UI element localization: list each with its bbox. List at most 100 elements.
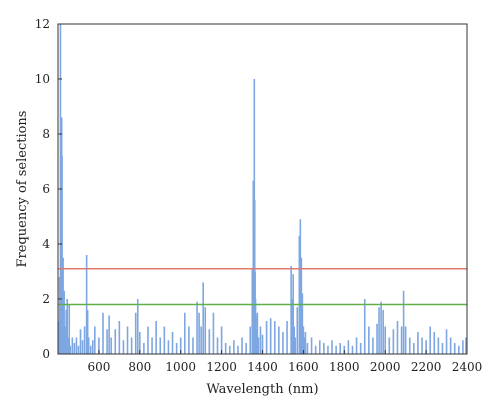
bar bbox=[143, 343, 145, 354]
bar bbox=[293, 326, 295, 354]
bar bbox=[462, 340, 464, 354]
y-axis-title: Frequency of selections bbox=[15, 111, 30, 268]
bar bbox=[106, 329, 108, 354]
x-tick-label: 2200 bbox=[411, 360, 442, 374]
bar bbox=[417, 332, 419, 354]
bar bbox=[441, 343, 444, 354]
bar bbox=[343, 345, 346, 354]
y-tick-label: 2 bbox=[42, 292, 50, 306]
bar bbox=[228, 345, 231, 354]
bar bbox=[318, 340, 321, 354]
bar bbox=[251, 268, 254, 354]
bar bbox=[259, 326, 262, 354]
bar bbox=[291, 299, 293, 354]
bar bbox=[363, 299, 366, 354]
bar bbox=[400, 326, 403, 354]
bar bbox=[71, 337, 74, 354]
bar bbox=[449, 337, 452, 354]
bar bbox=[198, 312, 200, 354]
x-tick-label: 1000 bbox=[165, 360, 196, 374]
bar bbox=[139, 332, 141, 354]
y-tick-label: 12 bbox=[35, 17, 50, 31]
bar bbox=[65, 310, 67, 354]
bar bbox=[118, 321, 121, 354]
bar bbox=[294, 337, 297, 354]
bar bbox=[155, 321, 157, 354]
bar bbox=[249, 326, 252, 354]
bar bbox=[134, 312, 137, 354]
bar bbox=[245, 343, 247, 354]
bar bbox=[114, 329, 117, 354]
bar bbox=[396, 321, 399, 354]
bar bbox=[102, 312, 104, 354]
bar bbox=[167, 340, 170, 354]
bar bbox=[86, 310, 89, 354]
bar bbox=[269, 318, 272, 354]
bar bbox=[81, 340, 84, 354]
bar bbox=[110, 337, 112, 354]
bar bbox=[75, 337, 78, 354]
x-tick-label: 1800 bbox=[329, 360, 360, 374]
bar bbox=[465, 337, 467, 354]
x-tick-label: 600 bbox=[87, 360, 110, 374]
bar bbox=[314, 345, 317, 354]
bar bbox=[220, 326, 223, 354]
y-tick-label: 0 bbox=[42, 347, 50, 361]
y-tick-label: 4 bbox=[42, 237, 50, 251]
bar bbox=[368, 326, 370, 354]
bar bbox=[98, 337, 100, 354]
bar bbox=[83, 326, 86, 354]
bar bbox=[302, 326, 305, 354]
bar bbox=[61, 156, 63, 354]
bar bbox=[237, 345, 239, 354]
bar bbox=[200, 326, 202, 354]
bar bbox=[286, 321, 288, 354]
bar bbox=[372, 337, 374, 354]
bar bbox=[130, 337, 133, 354]
bar bbox=[306, 343, 309, 354]
bar bbox=[376, 323, 378, 354]
bar bbox=[433, 332, 436, 354]
bar bbox=[63, 290, 65, 354]
bar bbox=[421, 337, 423, 354]
bar bbox=[453, 343, 456, 354]
bar bbox=[208, 329, 211, 354]
bar bbox=[292, 274, 294, 354]
bar bbox=[179, 337, 182, 354]
bar bbox=[296, 307, 299, 354]
bar bbox=[323, 343, 325, 354]
x-tick-label: 1200 bbox=[206, 360, 237, 374]
bar bbox=[257, 337, 260, 354]
bar bbox=[301, 293, 304, 354]
x-tick-label: 1600 bbox=[288, 360, 319, 374]
bar bbox=[204, 307, 207, 354]
bar bbox=[382, 310, 384, 354]
bar bbox=[327, 345, 329, 354]
bar bbox=[171, 332, 174, 354]
bar bbox=[147, 326, 149, 354]
bar bbox=[256, 312, 259, 354]
bar bbox=[278, 326, 280, 354]
bar bbox=[175, 343, 178, 354]
bar bbox=[68, 304, 71, 354]
bar bbox=[378, 307, 380, 354]
bar bbox=[392, 329, 395, 354]
bar bbox=[122, 340, 125, 354]
y-axis-ticks: 0 2 4 6 8 10 12 bbox=[35, 17, 62, 361]
bar bbox=[73, 343, 76, 354]
bar bbox=[89, 345, 92, 354]
y-tick-label: 8 bbox=[42, 127, 50, 141]
bar bbox=[224, 343, 227, 354]
y-tick-label: 10 bbox=[35, 72, 50, 86]
x-tick-label: 2000 bbox=[370, 360, 401, 374]
bar bbox=[69, 345, 72, 354]
y-tick-label: 6 bbox=[42, 182, 50, 196]
bar bbox=[192, 337, 194, 354]
bar bbox=[67, 337, 70, 354]
x-tick-label: 800 bbox=[128, 360, 151, 374]
bar bbox=[408, 337, 411, 354]
bar bbox=[299, 219, 302, 354]
bar bbox=[64, 326, 66, 354]
bar bbox=[429, 326, 431, 354]
